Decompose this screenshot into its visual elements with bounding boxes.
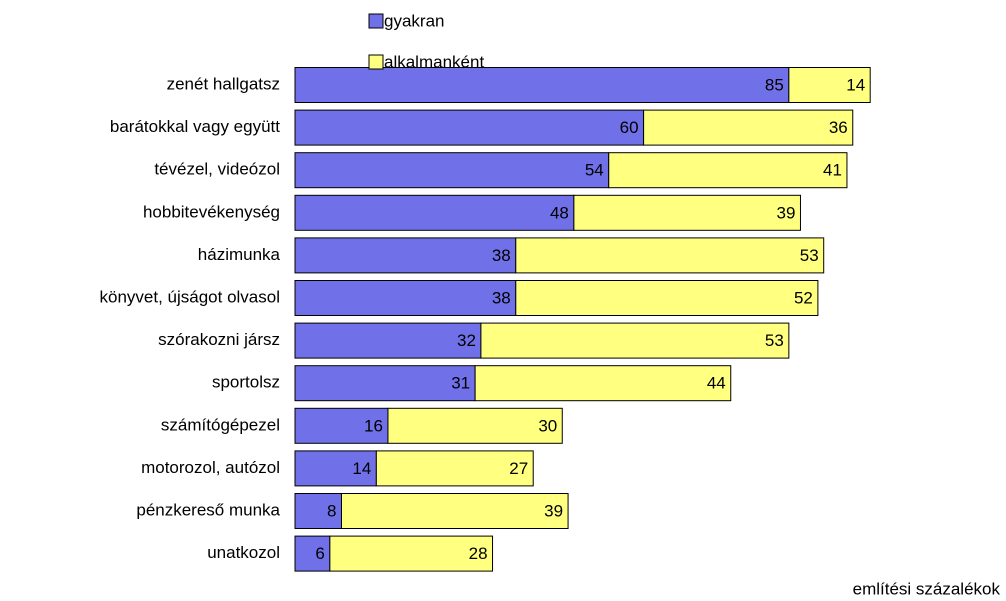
value-label: 53 — [800, 246, 819, 265]
value-label: 85 — [765, 75, 784, 94]
bar-segment — [474, 365, 732, 402]
bar-segment — [387, 407, 563, 444]
bar-segment — [375, 450, 534, 487]
bar-segment — [294, 365, 476, 402]
bar-segment — [294, 67, 790, 103]
bar-segment — [294, 109, 645, 146]
bar-segment — [294, 152, 610, 189]
value-label: 44 — [707, 374, 726, 393]
value-label: 28 — [469, 544, 488, 563]
category-label: motorozol, autózol — [141, 458, 280, 477]
category-label: barátokkal vagy együtt — [110, 117, 280, 136]
value-label: 39 — [777, 203, 796, 222]
bar-segment — [294, 493, 342, 529]
value-label: 60 — [620, 118, 639, 137]
value-label: 31 — [451, 374, 470, 393]
bar-segment — [294, 237, 517, 274]
bar-segment — [643, 109, 854, 146]
bar-segment — [608, 152, 848, 189]
bar-segment — [294, 280, 517, 316]
bar-segment — [573, 194, 801, 231]
bar-segment — [515, 280, 819, 316]
value-label: 27 — [509, 459, 528, 478]
value-label: 54 — [585, 161, 604, 180]
bar-segment — [480, 322, 790, 359]
value-label: 48 — [550, 203, 569, 222]
category-label: unatkozol — [207, 543, 280, 562]
value-label: 53 — [765, 331, 784, 350]
value-label: 41 — [823, 161, 842, 180]
value-label: 30 — [538, 416, 557, 435]
bar-segment — [788, 67, 871, 103]
category-label: tévézel, videózol — [154, 160, 280, 179]
x-axis-label: említési százalékok — [853, 579, 1001, 598]
bar-segment — [294, 407, 389, 444]
legend-label: gyakran — [384, 11, 444, 30]
category-label: házimunka — [198, 245, 281, 264]
value-label: 38 — [492, 246, 511, 265]
bar-segment — [340, 493, 569, 529]
value-label: 8 — [327, 501, 336, 520]
value-label: 6 — [315, 544, 324, 563]
bar-segment — [294, 450, 377, 487]
legend-label: alkalmanként — [384, 52, 484, 71]
value-label: 16 — [364, 416, 383, 435]
bar-segment — [294, 322, 482, 359]
category-label: szórakozni jársz — [158, 330, 280, 349]
category-label: sportolsz — [212, 373, 280, 392]
category-label: számítógépezel — [161, 415, 280, 434]
value-label: 32 — [457, 331, 476, 350]
category-label: hobbitevékenység — [143, 202, 280, 221]
value-label: 14 — [846, 75, 865, 94]
bar-segment — [329, 535, 494, 572]
value-label: 14 — [352, 459, 371, 478]
category-label: zenét hallgatsz — [167, 74, 280, 93]
value-label: 52 — [794, 288, 813, 307]
value-label: 36 — [829, 118, 848, 137]
bar-segment — [294, 535, 331, 572]
bar-segment — [515, 237, 825, 274]
legend-swatch — [368, 54, 384, 70]
value-label: 38 — [492, 288, 511, 307]
category-label: pénzkereső munka — [136, 500, 280, 519]
value-label: 39 — [544, 501, 563, 520]
category-label: könyvet, újságot olvasol — [100, 287, 281, 306]
bar-segment — [294, 194, 575, 231]
legend-swatch — [368, 13, 384, 29]
